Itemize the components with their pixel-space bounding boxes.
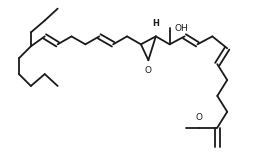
Text: O: O	[196, 113, 203, 122]
Text: OH: OH	[175, 24, 188, 33]
Text: H: H	[152, 19, 159, 28]
Text: O: O	[145, 66, 152, 75]
